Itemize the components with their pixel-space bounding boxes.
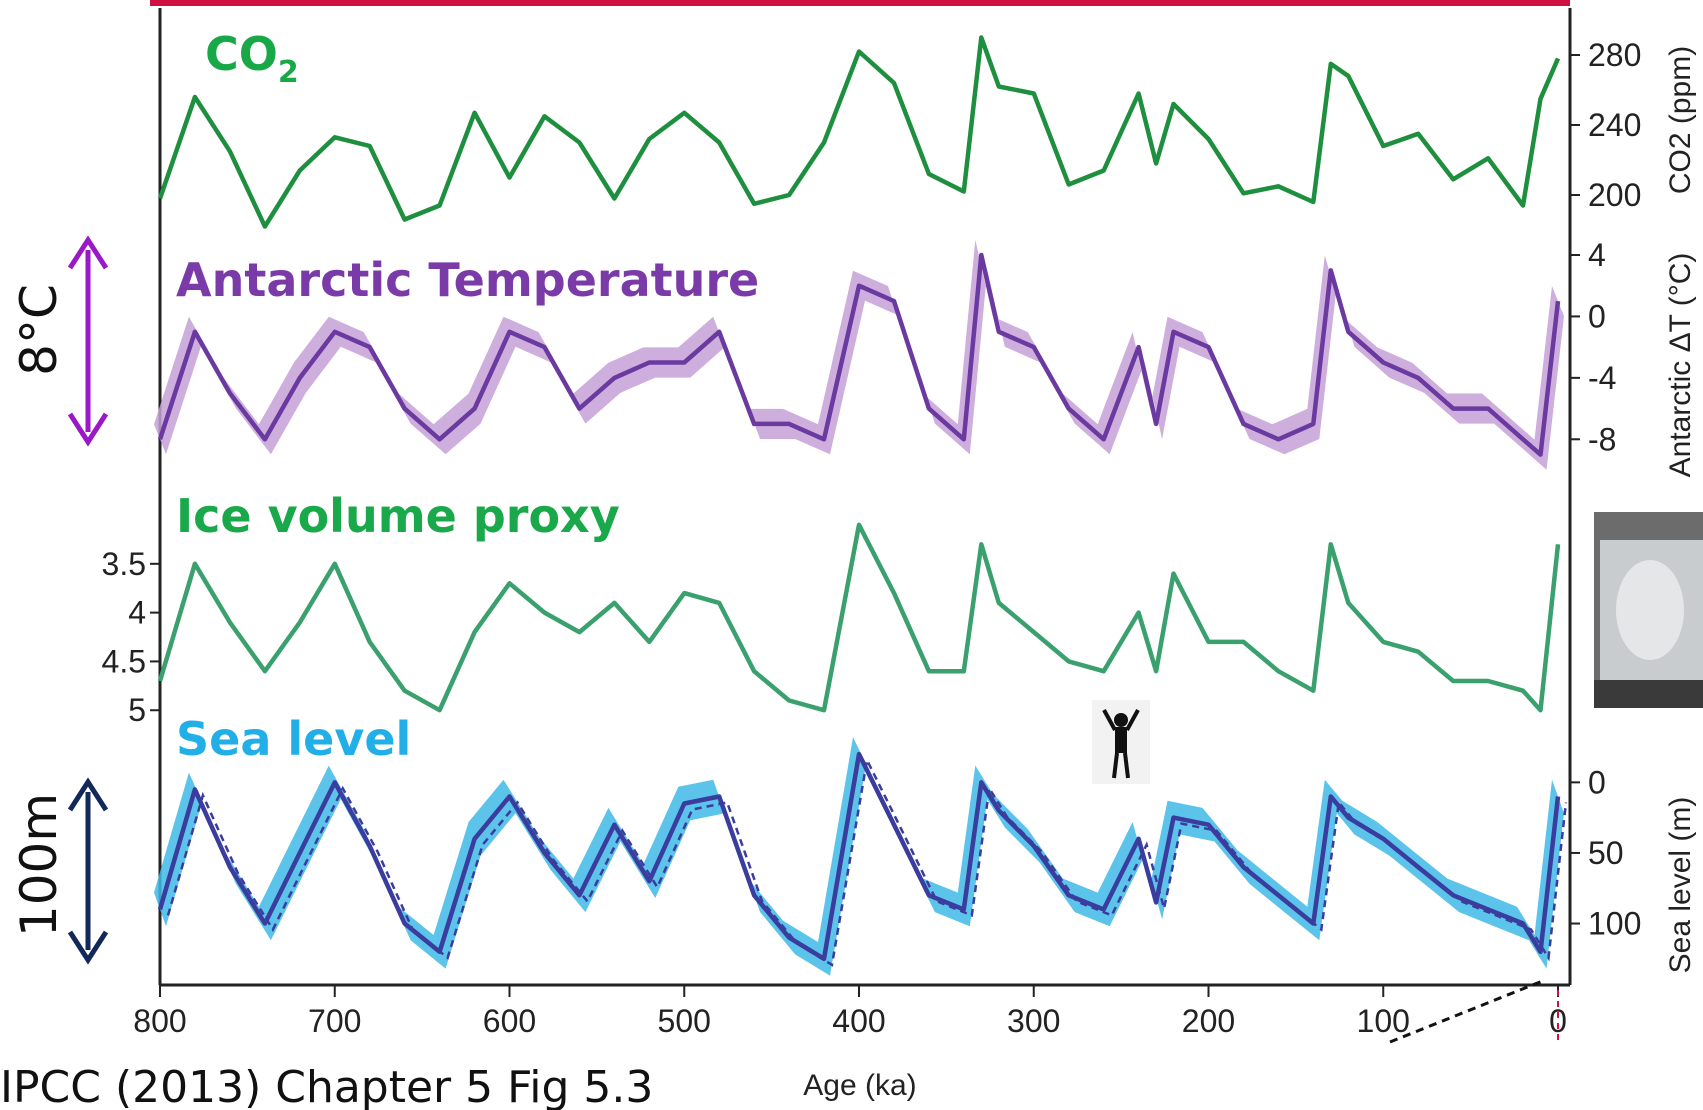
temperature-scale-label: 8°C <box>10 284 68 376</box>
sea-level-dashed-line <box>166 756 1568 967</box>
sea-level-scale-arrow <box>67 777 109 965</box>
ice-volume-ytick-label: 4.5 <box>102 643 146 679</box>
sea-level-title: Sea level <box>176 712 411 766</box>
x-tick-label: 700 <box>308 1003 361 1039</box>
ice-volume-ytick-label: 5 <box>128 692 146 728</box>
data-lines <box>157 35 1568 967</box>
co2-ytick-label: 240 <box>1588 107 1641 143</box>
sea-level-line <box>157 751 1561 962</box>
co2-title: CO2 <box>205 27 299 90</box>
plot-frame <box>158 8 1572 987</box>
x-tick-label: 600 <box>483 1003 536 1039</box>
x-tick-label: 200 <box>1182 1003 1235 1039</box>
x-tick-label: 500 <box>658 1003 711 1039</box>
co2-ytick-label: 280 <box>1588 37 1641 73</box>
sea-level-scale-label: 100m <box>10 793 68 937</box>
temperature-line <box>157 252 1561 457</box>
temperature-ytick-label: 0 <box>1588 298 1606 334</box>
temperature-scale-arrow <box>67 235 109 447</box>
temperature-ytick-label: -4 <box>1588 360 1616 396</box>
ice-volume-ytick-label: 4 <box>128 595 146 631</box>
ice-volume-ytick-label: 3.5 <box>102 546 146 582</box>
temperature-ytick-label: -8 <box>1588 421 1616 457</box>
co2-ylabel: CO2 (ppm) <box>1664 46 1697 194</box>
temperature-ytick-label: 4 <box>1588 237 1606 273</box>
temperature-ylabel: Antarctic ΔT (°C) <box>1664 253 1697 478</box>
x-tick-label: 800 <box>133 1003 186 1039</box>
co2-line <box>157 35 1561 229</box>
x-tick-label: 0 <box>1549 1003 1567 1039</box>
x-tick-label: 300 <box>1007 1003 1060 1039</box>
co2-ytick-label: 200 <box>1588 177 1641 213</box>
ice-volume-title: Ice volume proxy <box>176 489 620 543</box>
ice-core-photo <box>1594 512 1703 708</box>
sea-level-ytick-label: 50 <box>1588 835 1624 871</box>
sea-level-ylabel: Sea level (m) <box>1664 797 1697 974</box>
person-figure-icon <box>1092 700 1150 784</box>
annotation-dashed-line <box>1389 978 1546 1044</box>
ice-volume-line <box>157 522 1561 713</box>
sea-level-band <box>154 737 1564 976</box>
axis-ticks <box>150 54 1580 997</box>
x-tick-label: 400 <box>832 1003 885 1039</box>
sea-level-ytick-label: 100 <box>1588 906 1641 942</box>
top-bar <box>150 0 1570 6</box>
x-axis-label: Age (ka) <box>803 1069 916 1102</box>
figure-caption: IPCC (2013) Chapter 5 Fig 5.3 <box>0 1062 654 1110</box>
temperature-title: Antarctic Temperature <box>176 253 759 307</box>
x-tick-label: 100 <box>1357 1003 1410 1039</box>
sea-level-ytick-label: 0 <box>1588 764 1606 800</box>
